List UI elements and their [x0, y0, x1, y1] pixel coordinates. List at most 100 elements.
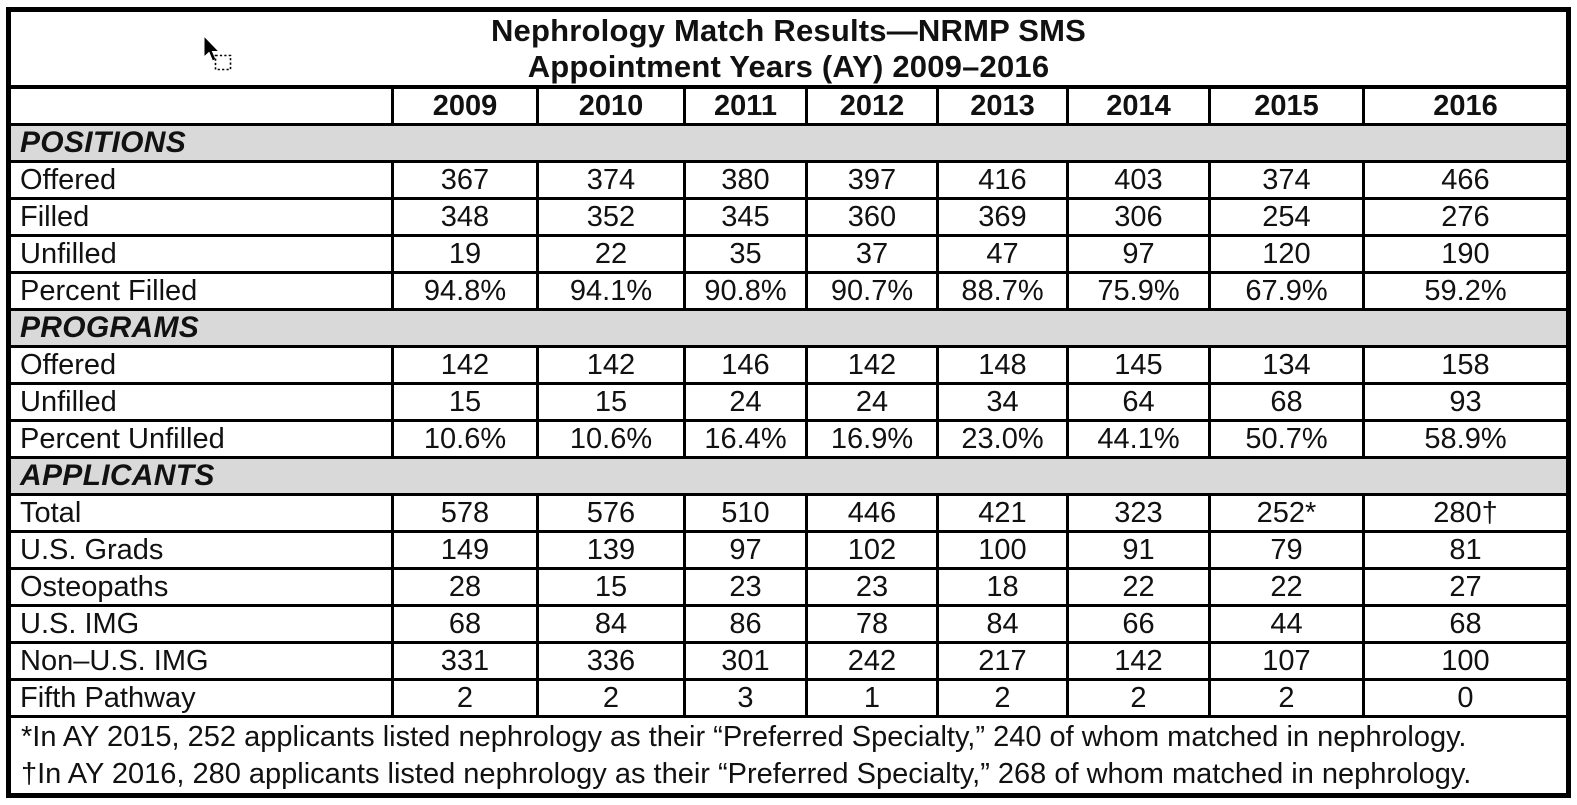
section-header-programs: PROGRAMS [11, 311, 1566, 348]
cell-value: 416 [939, 163, 1069, 197]
cell-value: 44.1% [1069, 422, 1211, 456]
cell-value: 578 [394, 496, 539, 530]
section-header-positions: POSITIONS [11, 126, 1566, 163]
section-label: PROGRAMS [20, 311, 200, 344]
cell-value: 22 [539, 237, 686, 271]
cell-value: 148 [939, 348, 1069, 382]
footnote-asterisk: *In AY 2015, 252 applicants listed nephr… [21, 720, 1467, 753]
cell-value: 190 [1441, 237, 1490, 270]
column-header-2010: 2010 [539, 89, 686, 123]
cell-value: 88.7% [939, 274, 1069, 308]
cell-value: 35 [686, 237, 808, 271]
cell-value: 23.0% [939, 422, 1069, 456]
cell-value: 15 [539, 570, 686, 604]
cell-value: 23 [808, 570, 939, 604]
row-label: Unfilled [11, 385, 394, 419]
cell-value: 97 [1069, 237, 1211, 271]
cell-value: 158 [1441, 348, 1490, 381]
cell-value: 10.6% [394, 422, 539, 456]
column-header-2015: 2015 [1211, 89, 1365, 123]
cell-value: 68 [1449, 607, 1482, 640]
cell-value: 403 [1069, 163, 1211, 197]
column-header-2016: 2016 [1433, 89, 1498, 122]
column-header-2011: 2011 [686, 89, 808, 123]
section-label: APPLICANTS [20, 459, 215, 492]
cell-value: 276 [1441, 200, 1490, 233]
cell-value: 142 [394, 348, 539, 382]
row-label: Percent Filled [11, 274, 394, 308]
cell-value: 345 [686, 200, 808, 234]
cell-value: 75.9% [1069, 274, 1211, 308]
cell-value: 380 [686, 163, 808, 197]
cell-value: 34 [939, 385, 1069, 419]
row-label: Percent Unfilled [11, 422, 394, 456]
cell-value: 352 [539, 200, 686, 234]
cell-value: 2 [539, 681, 686, 715]
row-label: Unfilled [11, 237, 394, 271]
table-row: Offered 142 142 146 142 148 145 134 158 [11, 348, 1566, 385]
cell-value: 446 [808, 496, 939, 530]
cell-value: 100 [939, 533, 1069, 567]
cell-value: 397 [808, 163, 939, 197]
header-stub-cell [11, 89, 394, 123]
cell-value: 16.9% [808, 422, 939, 456]
cell-value: 576 [539, 496, 686, 530]
table-row: U.S. Grads 149 139 97 102 100 91 79 81 [11, 533, 1566, 570]
table-title-line1: Nephrology Match Results—NRMP SMS [490, 12, 1087, 48]
cell-value: 93 [1449, 385, 1482, 418]
row-label: Total [11, 496, 394, 530]
cell-value: 67.9% [1211, 274, 1365, 308]
cell-value: 142 [1069, 644, 1211, 678]
cell-value: 348 [394, 200, 539, 234]
cell-value: 24 [686, 385, 808, 419]
cell-value: 15 [394, 385, 539, 419]
cell-value: 374 [1211, 163, 1365, 197]
cell-value: 107 [1211, 644, 1365, 678]
table-row: Total 578 576 510 446 421 323 252* 280† [11, 496, 1566, 533]
cell-value: 90.8% [686, 274, 808, 308]
cell-value: 19 [394, 237, 539, 271]
cell-value: 64 [1069, 385, 1211, 419]
table-row: Percent Unfilled 10.6% 10.6% 16.4% 16.9% 23.0… [11, 422, 1566, 459]
table-row: Percent Filled 94.8% 94.1% 90.8% 90.7% 88.7% 7… [11, 274, 1566, 311]
cell-value: 142 [539, 348, 686, 382]
cell-value: 323 [1069, 496, 1211, 530]
row-label: Filled [11, 200, 394, 234]
cell-value: 91 [1069, 533, 1211, 567]
cell-value: 94.1% [539, 274, 686, 308]
cell-value: 100 [1441, 644, 1490, 677]
cell-value: 301 [686, 644, 808, 678]
cell-value: 2 [394, 681, 539, 715]
cell-value: 3 [686, 681, 808, 715]
table-row: Fifth Pathway 2 2 3 1 2 2 2 0 [11, 681, 1566, 718]
cell-value: 145 [1069, 348, 1211, 382]
cell-value: 28 [394, 570, 539, 604]
cell-value: 18 [939, 570, 1069, 604]
cell-value: 97 [686, 533, 808, 567]
cell-value: 336 [539, 644, 686, 678]
cell-value: 142 [808, 348, 939, 382]
cell-value: 84 [539, 607, 686, 641]
table-row: Filled 348 352 345 360 369 306 254 276 [11, 200, 1566, 237]
cell-value: 23 [686, 570, 808, 604]
cell-value: 22 [1211, 570, 1365, 604]
cell-value: 10.6% [539, 422, 686, 456]
table-row: U.S. IMG 68 84 86 78 84 66 44 68 [11, 607, 1566, 644]
match-results-table: Nephrology Match Results—NRMP SMS Appoin… [6, 7, 1571, 798]
row-label: U.S. IMG [11, 607, 394, 641]
cell-value: 0 [1457, 681, 1474, 714]
cell-value: 16.4% [686, 422, 808, 456]
table-row: Offered 367 374 380 397 416 403 374 466 [11, 163, 1566, 200]
cell-value: 369 [939, 200, 1069, 234]
cell-value: 58.9% [1424, 422, 1507, 455]
cell-value: 1 [808, 681, 939, 715]
row-label: Fifth Pathway [11, 681, 394, 715]
table-row: Unfilled 15 15 24 24 34 64 68 93 [11, 385, 1566, 422]
cell-value: 306 [1069, 200, 1211, 234]
cell-value: 2 [939, 681, 1069, 715]
cell-value: 59.2% [1424, 274, 1507, 307]
table-row: Osteopaths 28 15 23 23 18 22 22 27 [11, 570, 1566, 607]
table-title: Nephrology Match Results—NRMP SMS Appoin… [11, 12, 1566, 89]
row-label: Offered [11, 163, 394, 197]
